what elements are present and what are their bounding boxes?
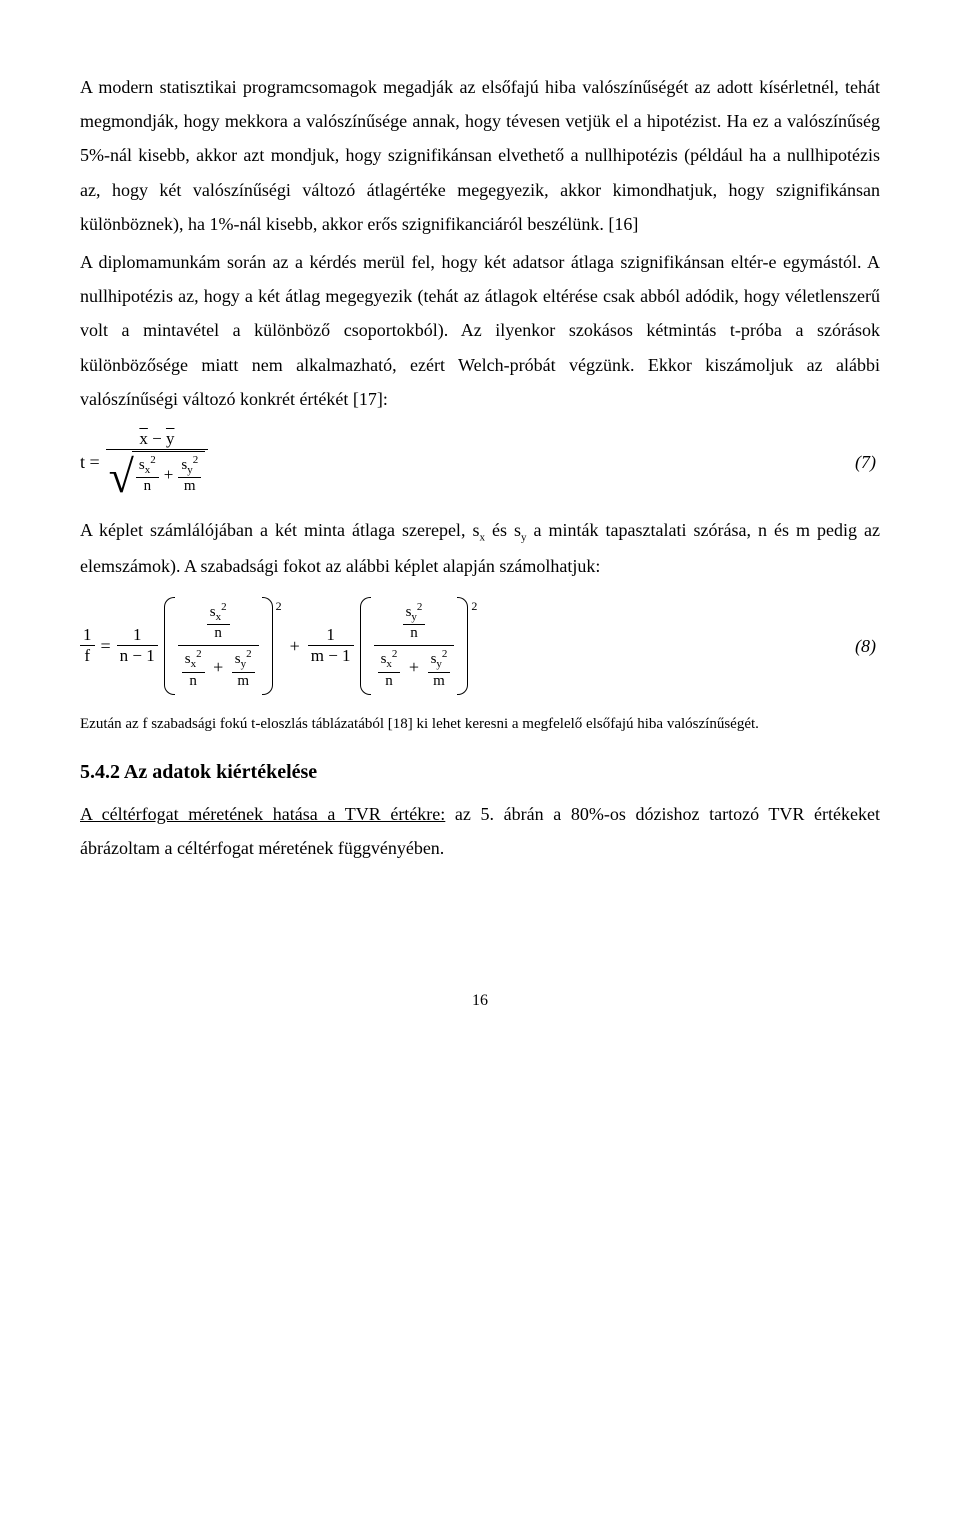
footnote-text: Ezután az f szabadsági fokú t-eloszlás t… <box>80 713 880 736</box>
paragraph-4-underline: A céltérfogat méretének hatása a TVR ért… <box>80 804 445 824</box>
equation-7: t = x − y √ sx2n + sy2m <box>80 430 208 495</box>
paragraph-3b: és s <box>485 520 521 540</box>
equation-8-number: (8) <box>855 629 880 663</box>
paragraph-1: A modern statisztikai programcsomagok me… <box>80 70 880 241</box>
paragraph-3: A képlet számlálójában a két minta átlag… <box>80 513 880 583</box>
page-number: 16 <box>80 986 880 1016</box>
paragraph-2: A diplomamunkám során az a kérdés merül … <box>80 245 880 416</box>
paragraph-4: A céltérfogat méretének hatása a TVR ért… <box>80 797 880 865</box>
paragraph-3a: A képlet számlálójában a két minta átlag… <box>80 520 479 540</box>
equation-7-number: (7) <box>855 445 880 479</box>
section-heading-5-4-2: 5.4.2 Az adatok kiértékelése <box>80 753 880 791</box>
equation-8: 1f = 1n − 1 sx2n sx2n + sy2m 2 + <box>80 597 477 695</box>
equation-7-row: t = x − y √ sx2n + sy2m (7) <box>80 430 880 495</box>
equation-8-row: 1f = 1n − 1 sx2n sx2n + sy2m 2 + <box>80 597 880 695</box>
